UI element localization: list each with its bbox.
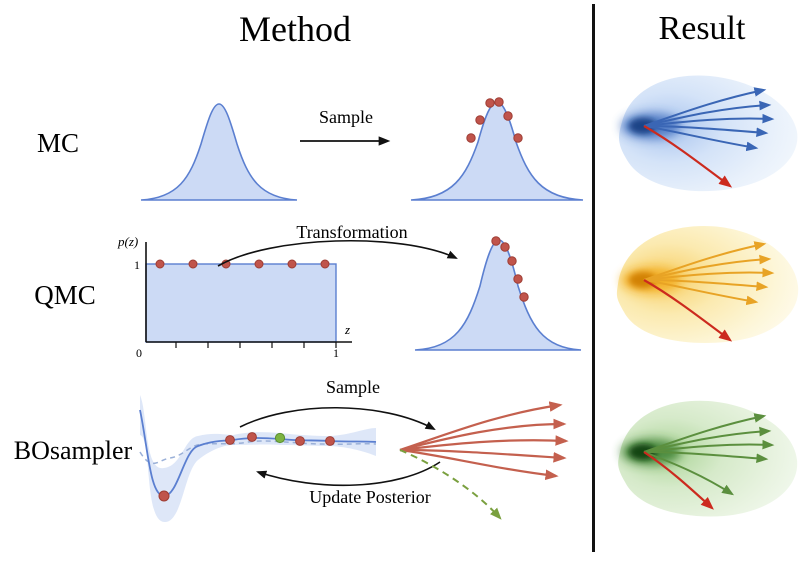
mc-source-distribution [140,103,298,201]
column-divider [592,4,595,552]
bo-trajectory-fan [399,401,569,520]
bo-sample-label: Sample [326,377,380,397]
prediction-fan-arrows [643,413,775,496]
arc-arrow [256,461,441,487]
arc-arrow [217,239,458,267]
mc-sample-arrow [300,136,391,146]
ylabel: p(z) [117,234,138,249]
density-blob [619,75,798,192]
ground-truth-red-arrow [643,279,733,342]
bo-update-arrow [256,461,441,487]
qmc-transformation-label: Transformation [296,222,408,242]
red-fan-arrows [399,401,569,481]
prediction-fan-arrows [643,241,775,306]
row-label-mc: MC [36,128,80,158]
result-title: Result [658,10,746,47]
sample-dots [466,97,523,143]
row-label-bosampler: BOsampler [13,436,133,465]
result-mc-blue [619,75,798,192]
density-blob [618,400,798,517]
x-axis-ticks [175,342,337,348]
gaussian-curve [410,101,584,201]
uniform-density [145,263,337,343]
qmc-uniform-plot: p(z) 1 0 1 z [117,234,352,360]
observed-sample-dots [158,432,335,502]
ground-truth-red-arrow [643,451,714,510]
result-qmc-orange [616,226,799,343]
bo-sample-arrow [239,406,436,430]
xtick-zero: 0 [136,346,142,360]
mc-sample-label: Sample [319,107,373,127]
bo-update-posterior-label: Update Posterior [309,487,431,507]
mc-sampled-distribution [410,97,584,201]
gaussian-curve [140,103,298,201]
density-blob [616,226,799,343]
arc-arrow [239,406,436,430]
qmc-sampled-distribution [414,236,582,351]
next-query-dot-green [274,432,286,444]
ground-truth-red-arrow [643,125,733,188]
green-dashed-arrow [399,449,502,520]
method-title: Method [239,9,351,49]
xlabel: z [344,322,350,337]
result-bosampler-green [618,400,798,517]
row-label-qmc: QMC [34,280,96,310]
gaussian-curve [414,239,582,351]
ytick-one: 1 [134,258,140,272]
bo-gp-posterior [139,395,377,523]
qmc-transformation-arrow [217,239,458,267]
prediction-fan-arrows [643,87,775,152]
xtick-one: 1 [333,346,339,360]
sample-dots [491,236,529,302]
